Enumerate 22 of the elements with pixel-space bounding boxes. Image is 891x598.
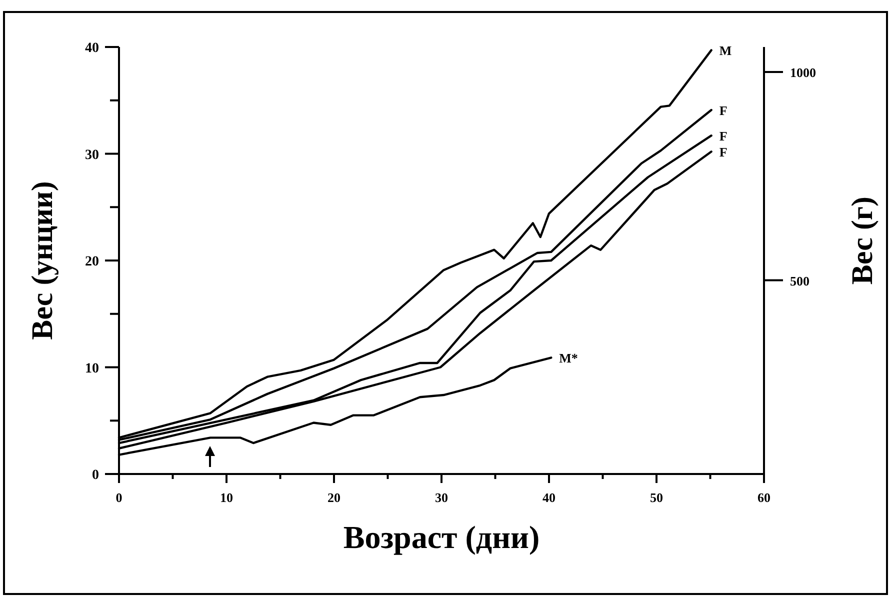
- series-label: F: [719, 102, 728, 118]
- y-tick-label: 10: [85, 361, 99, 376]
- y2-axis-title: Вес (г): [846, 196, 879, 285]
- x-tick-label: 30: [435, 490, 448, 505]
- x-axis-title: Возраст (дни): [343, 519, 540, 555]
- series-label: M*: [559, 350, 578, 366]
- x-tick-label: 0: [116, 490, 122, 505]
- series-label: F: [719, 128, 728, 144]
- y-tick-label: 30: [85, 148, 99, 163]
- y2-tick-label: 500: [790, 273, 810, 288]
- x-tick-label: 20: [328, 490, 340, 505]
- x-tick-label: 40: [542, 490, 556, 505]
- x-tick-label: 60: [758, 490, 770, 505]
- y-axis-title: Вес (унции): [26, 181, 59, 340]
- y-tick-label: 0: [92, 468, 99, 483]
- y-tick-label: 20: [85, 254, 99, 270]
- y-tick-label: 40: [85, 41, 99, 56]
- x-tick-label: 10: [220, 490, 233, 505]
- x-tick-label: 50: [650, 490, 663, 505]
- y2-tick-label: 1000: [790, 64, 816, 80]
- series-label: M: [719, 43, 732, 58]
- series-label: F: [719, 144, 728, 160]
